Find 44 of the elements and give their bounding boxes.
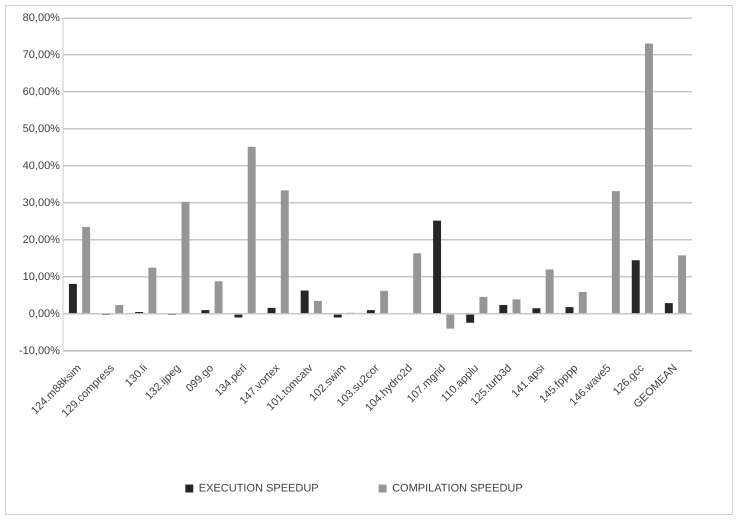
bar [201, 310, 210, 314]
bar [234, 314, 242, 318]
bar [664, 303, 673, 314]
bar [612, 191, 620, 314]
bar [566, 307, 574, 314]
bar [300, 290, 309, 314]
y-tick-label: 40,00% [22, 160, 60, 172]
bar [68, 284, 77, 314]
bar [578, 292, 587, 314]
bar [366, 310, 375, 314]
bar [532, 308, 540, 314]
bar [115, 304, 124, 314]
bar [380, 290, 388, 314]
bar [181, 202, 190, 314]
y-tick-label: 0,00% [28, 308, 60, 320]
bar [433, 220, 442, 314]
bar [280, 190, 289, 314]
bar [268, 308, 276, 314]
bar [479, 296, 488, 314]
bar [214, 281, 223, 314]
y-tick-label: 50,00% [22, 122, 60, 135]
bar [334, 314, 342, 318]
bar [678, 255, 686, 314]
y-tick-label: 70,00% [22, 49, 60, 62]
bar [148, 268, 156, 314]
y-tick-label: 60,00% [22, 86, 60, 98]
bar [546, 269, 554, 314]
bar [512, 299, 521, 314]
bar [248, 146, 256, 314]
bar [82, 226, 90, 314]
bar [499, 304, 508, 314]
legend-label: COMPILATION SPEEDUP [392, 482, 523, 495]
y-tick-label: 30,00% [22, 196, 60, 209]
bar [632, 260, 640, 314]
bar [644, 44, 653, 314]
bar [466, 314, 474, 323]
bar [446, 314, 454, 329]
y-tick-label: 20,00% [22, 234, 60, 246]
y-tick-label: 10,00% [22, 270, 60, 283]
bar [314, 300, 322, 314]
bar [413, 253, 422, 314]
y-tick-label: -10,00% [18, 344, 60, 357]
y-tick-label: 80,00% [22, 12, 60, 24]
legend-label: EXECUTION SPEEDUP [198, 482, 319, 495]
